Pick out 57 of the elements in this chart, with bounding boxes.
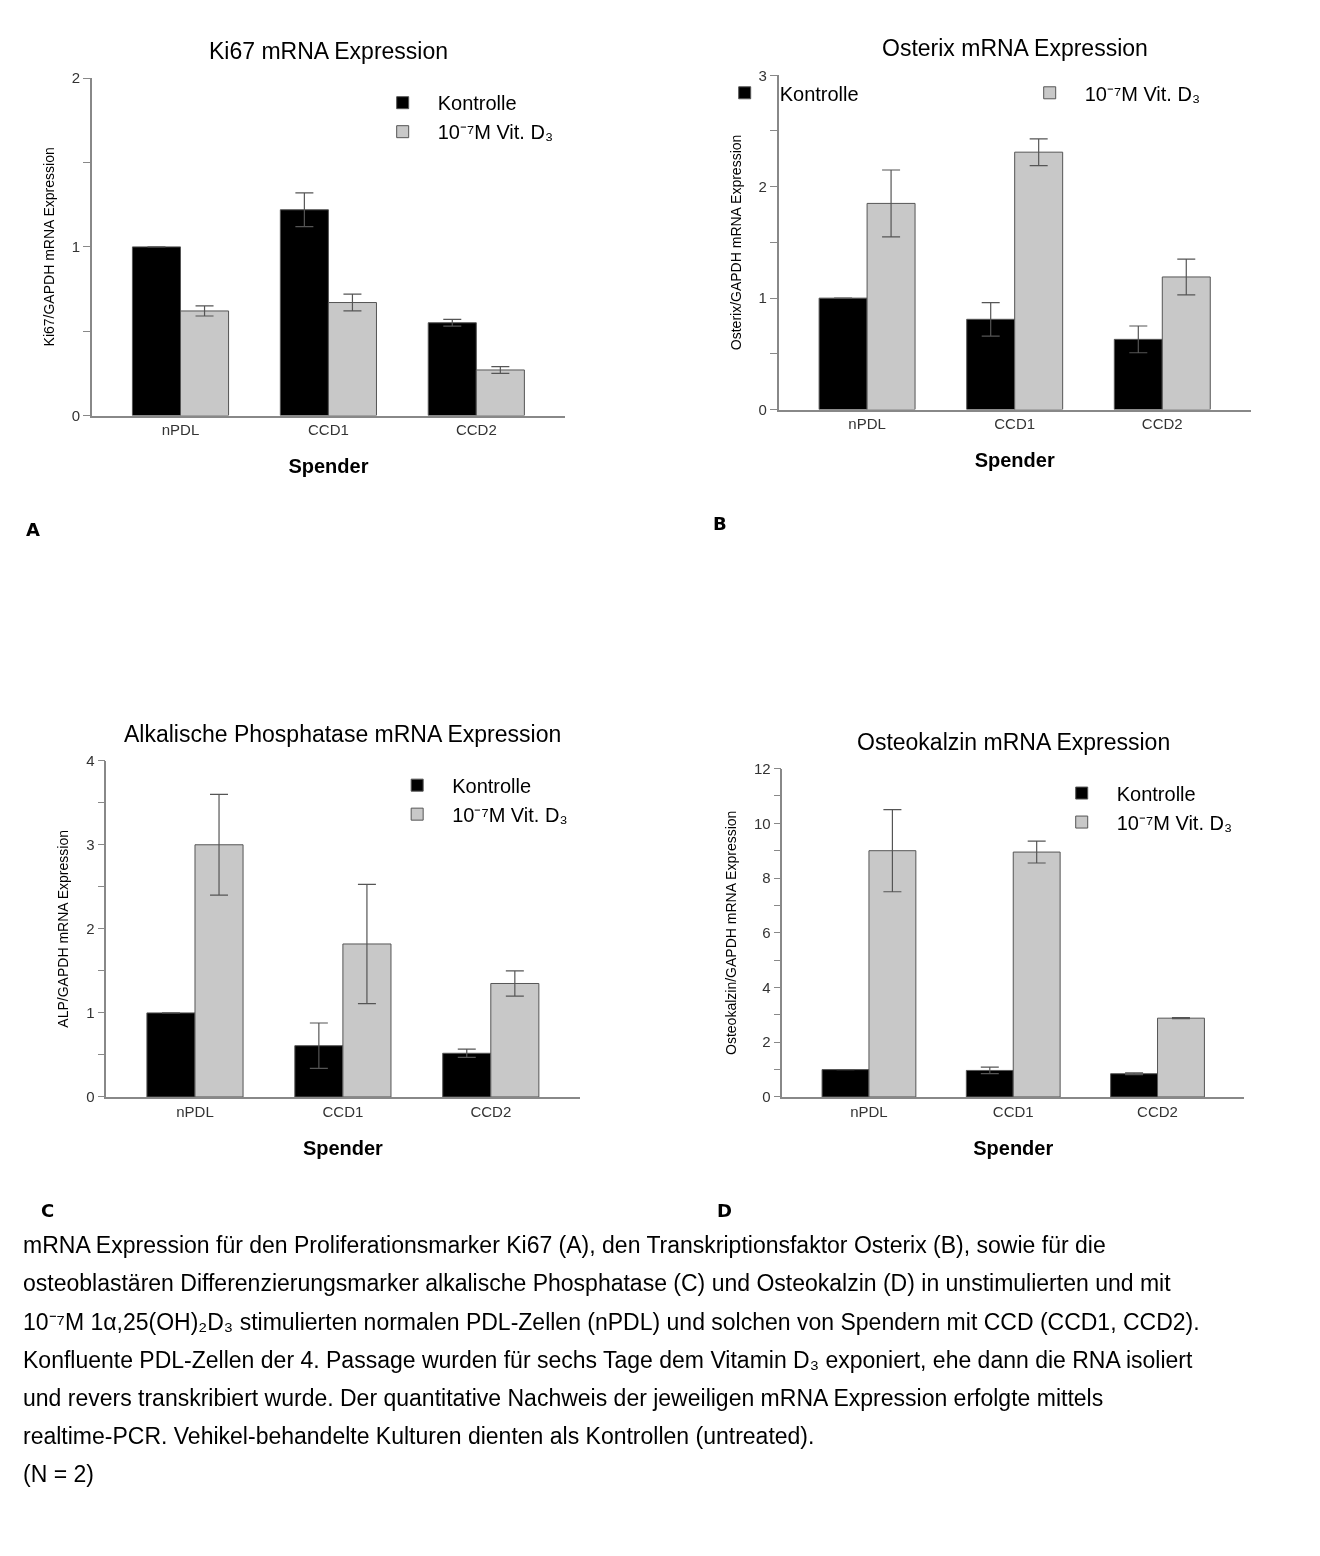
chart-title: Ki67 mRNA Expression bbox=[209, 38, 449, 64]
x-tick-label: nPDL bbox=[176, 1102, 214, 1120]
legend-label: 10⁻⁷M Vit. D₃ bbox=[437, 121, 554, 144]
x-axis-title: Spender bbox=[973, 1136, 1054, 1159]
y-tick-label: 0 bbox=[86, 1088, 95, 1106]
x-tick-label: CCD1 bbox=[994, 415, 1036, 433]
text: (N = 2) bbox=[23, 1461, 94, 1487]
text: B bbox=[713, 513, 727, 534]
y-tick-label: 1 bbox=[86, 1004, 95, 1022]
y-axis-title: Osteokalzin/GAPDH mRNA Expression bbox=[723, 810, 740, 1055]
y-axis-title: Osterix/GAPDH mRNA Expression bbox=[727, 134, 744, 351]
legend-label: Kontrolle bbox=[1116, 782, 1196, 805]
y-tick-label: 4 bbox=[762, 978, 771, 996]
legend-label: Kontrolle bbox=[779, 82, 859, 105]
y-tick-label: 4 bbox=[86, 751, 95, 769]
x-tick-label: CCD2 bbox=[1141, 415, 1183, 433]
x-tick-label: CCD1 bbox=[992, 1102, 1034, 1120]
y-tick-label: 3 bbox=[86, 836, 95, 854]
x-tick-label: CCD2 bbox=[470, 1102, 512, 1120]
y-tick-label: 3 bbox=[758, 66, 767, 84]
y-tick-label: 2 bbox=[86, 920, 95, 938]
y-tick-label: 0 bbox=[758, 400, 767, 418]
y-tick-label: 2 bbox=[762, 1033, 771, 1051]
chart-title: Osterix mRNA Expression bbox=[882, 35, 1148, 61]
y-tick-label: 1 bbox=[71, 238, 81, 256]
x-axis-title: Spender bbox=[302, 1136, 384, 1159]
x-tick-label: CCD1 bbox=[307, 421, 349, 439]
chart-title: Osteokalzin mRNA Expression bbox=[857, 729, 1171, 755]
text: C bbox=[41, 1200, 55, 1221]
text: D bbox=[717, 1200, 732, 1221]
x-tick-label: CCD2 bbox=[455, 421, 497, 439]
x-tick-label: CCD2 bbox=[1137, 1102, 1178, 1120]
x-tick-label: nPDL bbox=[161, 421, 200, 439]
y-tick-label: 0 bbox=[762, 1088, 771, 1106]
y-tick-label: 1 bbox=[758, 289, 767, 307]
y-tick-label: 2 bbox=[71, 69, 81, 87]
x-axis-title: Spender bbox=[974, 449, 1055, 472]
x-axis-title: Spender bbox=[288, 455, 369, 478]
legend-label: Kontrolle bbox=[452, 774, 532, 797]
legend-label: 10⁻⁷M Vit. D₃ bbox=[452, 803, 568, 826]
text: A bbox=[26, 519, 40, 540]
y-axis-title: Ki67/GAPDH mRNA Expression bbox=[40, 147, 57, 347]
x-tick-label: nPDL bbox=[848, 415, 886, 433]
legend-label: 10⁻⁷M Vit. D₃ bbox=[1116, 811, 1233, 834]
chart-title: Alkalische Phosphatase mRNA Expression bbox=[124, 721, 562, 747]
legend-label: Kontrolle bbox=[437, 92, 517, 115]
y-axis-title: ALP/GAPDH mRNA Expression bbox=[55, 830, 72, 1028]
x-tick-label: nPDL bbox=[850, 1102, 888, 1120]
y-tick-label: 6 bbox=[762, 924, 771, 942]
x-tick-label: CCD1 bbox=[322, 1102, 364, 1120]
y-tick-label: 10 bbox=[753, 814, 771, 832]
legend-label: 10⁻⁷M Vit. D₃ bbox=[1084, 82, 1201, 105]
y-tick-label: 8 bbox=[762, 869, 771, 887]
text: mRNA Expression für den Proliferationsmarker Ki67 (A), den Transkriptionsfaktor Osterix (B), sowie für die osteoblastären Differenzierungsmarker alkalische Phosphatase (C) und Osteokalzin (D) in unstimulierten und mit 10⁻⁷M 1α,25(OH)₂D₃ stimulierten normalen PDL-Zellen (nPDL) und solchen von Spendern mit CCD (CCD1, CCD2). Konfluente PDL-Zellen der 4. Passage wurden für sechs Tage dem Vitamin D₃ exponiert, ehe dann die RNA isoliert und revers transkribiert wurde. Der quantitative Nachweis der jeweiligen mRNA Expression erfolgte mittels realtime-PCR. Vehikel-behandelte Kulturen dienten als Kontrollen (untreated). bbox=[23, 1232, 1200, 1449]
y-tick-label: 12 bbox=[753, 759, 771, 777]
y-tick-label: 0 bbox=[71, 406, 81, 424]
y-tick-label: 2 bbox=[758, 177, 767, 195]
